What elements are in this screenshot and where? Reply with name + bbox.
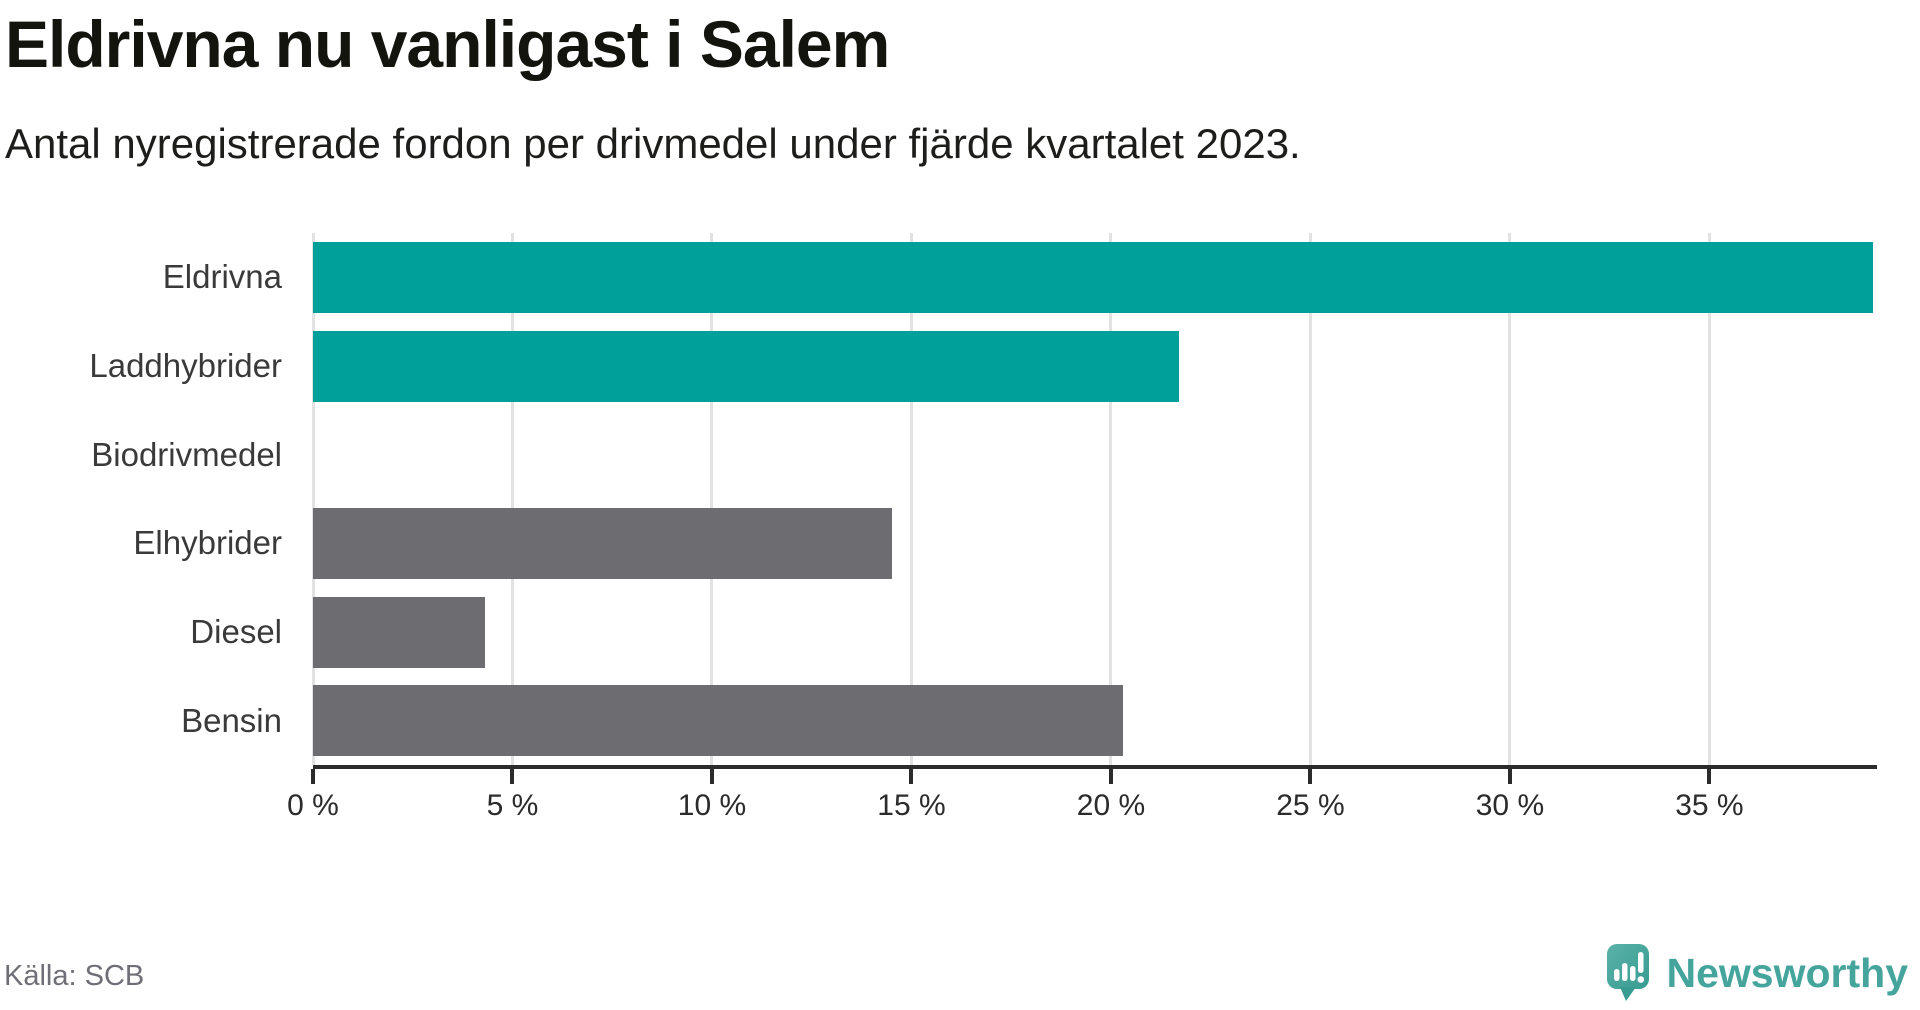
brand-logo: Newsworthy [1606,944,1909,1002]
x-tick-label-5pct: 5 % [486,789,539,822]
category-label-elhybrider: Elhybrider [133,524,282,562]
chart-title: Eldrivna nu vanligast i Salem [5,7,890,81]
plot-area: 0 % 5 % 10 % 15 % 20 % 25 % 30 % 35 % [287,233,1877,822]
bar-eldrivna [313,241,1873,313]
x-axis-tick-20pct [1108,769,1113,784]
chart-subtitle: Antal nyregistrerade fordon per drivmede… [5,120,1301,167]
bar-diesel [313,596,485,668]
x-axis-tick-5pct [510,769,515,784]
x-axis-tick-10pct [709,769,714,784]
category-label-bensin: Bensin [181,701,282,739]
bar-elhybrider [313,507,892,579]
x-axis-line [313,765,1877,769]
category-label-diesel: Diesel [190,612,282,650]
gridline-30pct [1508,233,1512,765]
gridline-0pct [311,233,315,765]
x-tick-label-35pct: 35 % [1675,789,1744,822]
gridline-10pct [710,233,714,765]
x-tick-label-20pct: 20 % [1076,789,1146,822]
newsworthy-pin-icon [1606,944,1649,1001]
gridline-20pct [1109,233,1113,765]
source-note: Källa: SCB [4,960,145,992]
x-axis-tick-0pct [311,769,315,784]
x-axis-tick-35pct [1707,769,1712,784]
gridline-25pct [1308,233,1312,765]
category-label-biodrivmedel: Biodrivmedel [91,435,282,473]
y-axis-labels: Eldrivna Laddhybrider Biodrivmedel Elhybrid… [0,233,282,765]
x-tick-label-10pct: 10 % [677,789,747,822]
x-tick-label-15pct: 15 % [877,789,946,822]
gridline-15pct [909,233,913,765]
bar-bensin [313,685,1123,757]
x-axis-tick-15pct [909,769,914,784]
x-tick-label-30pct: 30 % [1475,789,1545,822]
x-axis-tick-25pct [1308,769,1313,784]
gridline-5pct [510,233,514,765]
x-axis-tick-30pct [1507,769,1512,784]
bar-laddhybrider [313,330,1179,402]
x-tick-label-25pct: 25 % [1276,789,1345,822]
category-label-eldrivna: Eldrivna [162,258,282,296]
category-label-laddhybrider: Laddhybrider [89,346,282,384]
gridline-35pct [1707,233,1711,765]
brand-name: Newsworthy [1666,949,1909,996]
x-tick-label-0pct: 0 % [287,789,339,822]
